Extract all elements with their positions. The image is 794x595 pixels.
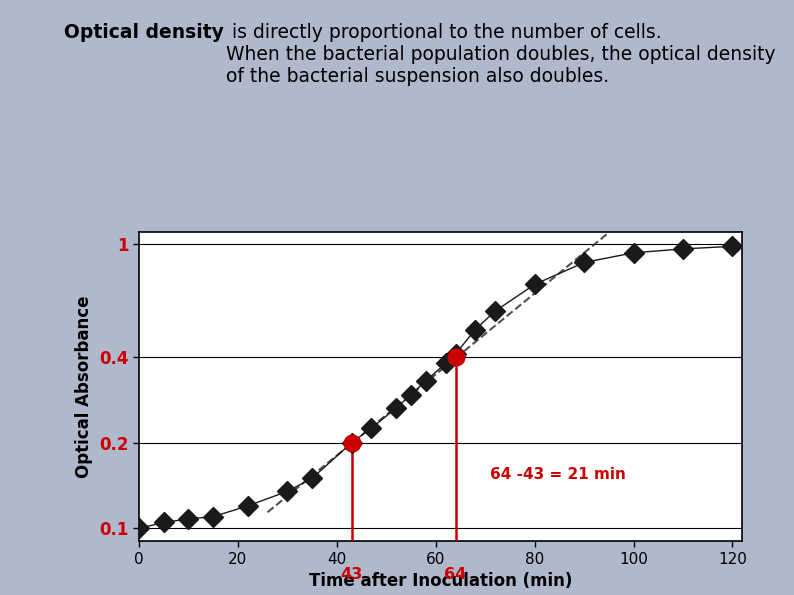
Text: Optical density: Optical density bbox=[64, 23, 223, 42]
Text: is directly proportional to the number of cells.
When the bacterial population d: is directly proportional to the number o… bbox=[226, 23, 776, 86]
Y-axis label: Optical Absorbance: Optical Absorbance bbox=[75, 296, 94, 478]
X-axis label: Time after Inoculation (min): Time after Inoculation (min) bbox=[309, 572, 572, 590]
Text: 43: 43 bbox=[341, 567, 363, 583]
Text: 64 -43 = 21 min: 64 -43 = 21 min bbox=[490, 466, 626, 482]
Text: 64: 64 bbox=[445, 567, 467, 583]
